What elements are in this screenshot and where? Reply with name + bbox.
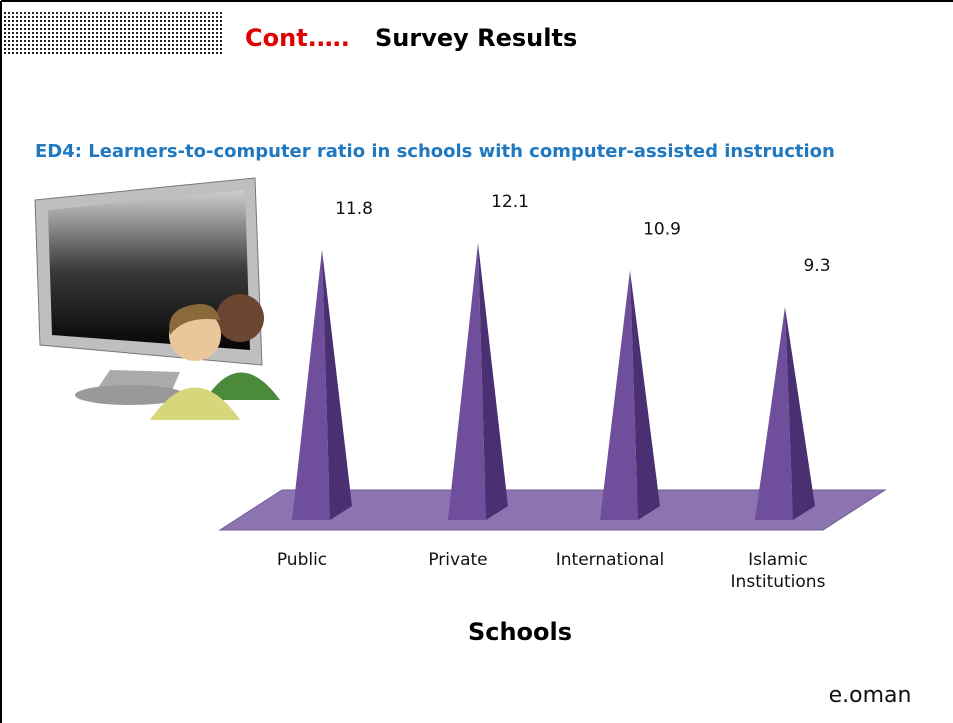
x-tick-label: Public [276, 550, 328, 570]
x-tick-label: International [555, 550, 665, 570]
x-tick-label: Islamic Institutions [730, 550, 826, 592]
pyramid-front [755, 307, 793, 520]
heading-prefix: Cont.…. [245, 24, 350, 52]
pyramid [448, 242, 508, 520]
pyramid-front [448, 242, 486, 520]
header-pattern [2, 10, 224, 56]
heading: Survey Results [375, 24, 577, 52]
pyramid [755, 307, 815, 520]
pyramid-front [600, 270, 638, 520]
computer-icon [34, 177, 280, 420]
pyramid [600, 270, 660, 520]
pyramid-side [478, 242, 508, 520]
pyramid-side [785, 307, 815, 520]
pyramid [292, 249, 352, 520]
value-label: 12.1 [491, 192, 529, 212]
value-label: 9.3 [803, 256, 830, 276]
pyramid-side [630, 270, 660, 520]
value-label: 11.8 [335, 199, 373, 219]
x-axis-label: Schools [468, 618, 572, 646]
value-label: 10.9 [643, 219, 681, 239]
logo: e.oman [829, 683, 912, 708]
pyramid-front [292, 249, 330, 520]
chart-title: ED4: Learners-to-computer ratio in schoo… [35, 141, 835, 162]
x-tick-label: Private [428, 550, 488, 570]
pyramid-side [322, 249, 352, 520]
floor [218, 489, 887, 531]
